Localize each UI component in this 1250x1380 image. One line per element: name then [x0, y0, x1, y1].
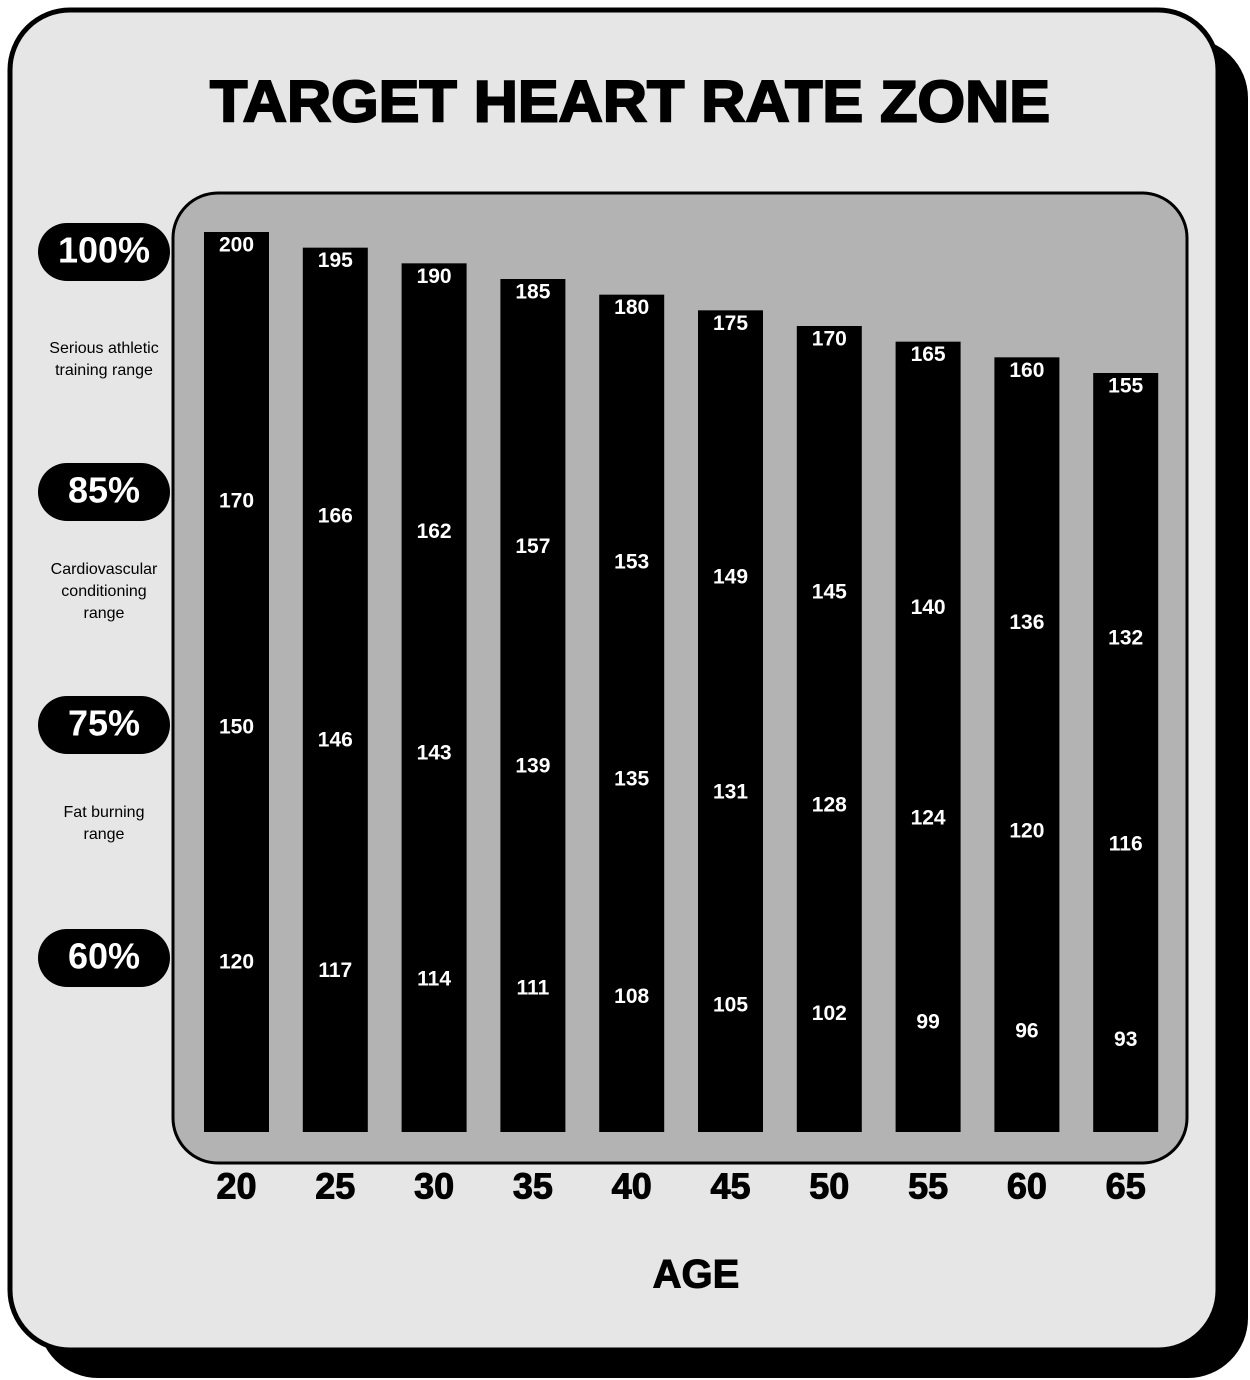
- level-label: 100%: [58, 230, 150, 271]
- value-label: 116: [1109, 833, 1143, 856]
- bar: [994, 357, 1060, 1132]
- value-label: 136: [1009, 611, 1044, 634]
- value-label: 157: [515, 535, 550, 558]
- bar: [599, 294, 665, 1133]
- zone-label: Serious athletic training range: [49, 340, 159, 379]
- level-pill: [38, 463, 170, 521]
- bar: [500, 279, 566, 1132]
- value-label: 93: [1114, 1028, 1137, 1051]
- value-label: 139: [515, 755, 550, 778]
- value-label: 99: [916, 1011, 939, 1034]
- value-label: 162: [417, 520, 452, 543]
- x-tick-label: 20: [216, 1166, 256, 1207]
- x-tick-label: 25: [315, 1166, 355, 1207]
- value-label: 170: [219, 490, 254, 513]
- value-label: 96: [1015, 1019, 1038, 1042]
- value-label: 165: [911, 343, 946, 366]
- x-axis-label: AGE: [653, 1253, 740, 1297]
- value-label: 180: [614, 296, 649, 319]
- x-tick-label: 60: [1007, 1166, 1047, 1207]
- value-label: 143: [417, 742, 452, 765]
- x-tick-label: 35: [513, 1166, 553, 1207]
- value-label: 105: [713, 994, 748, 1017]
- value-label: 102: [812, 1002, 847, 1025]
- bar: [796, 326, 862, 1132]
- value-label: 146: [318, 729, 353, 752]
- value-label: 108: [614, 985, 649, 1008]
- zone-label: Fat burning range: [63, 804, 145, 843]
- chart-title: TARGET HEART RATE ZONE: [210, 69, 1050, 134]
- level-pill: [38, 929, 170, 987]
- value-label: 155: [1108, 375, 1143, 398]
- value-label: 124: [911, 807, 946, 830]
- x-tick-label: 50: [809, 1166, 849, 1207]
- value-label: 160: [1009, 359, 1044, 382]
- bar: [204, 232, 269, 1132]
- value-label: 120: [1009, 820, 1044, 843]
- x-tick-label: 30: [414, 1166, 454, 1207]
- bar: [1093, 373, 1159, 1132]
- value-label: 111: [517, 976, 550, 999]
- bar: [401, 263, 467, 1132]
- value-label: 117: [318, 959, 352, 982]
- value-label: 120: [219, 951, 254, 974]
- value-label: 128: [812, 794, 847, 817]
- value-label: 135: [614, 768, 649, 791]
- level-pill: [38, 223, 170, 281]
- value-label: 153: [614, 550, 649, 573]
- value-label: 170: [812, 328, 847, 351]
- bar: [698, 310, 763, 1132]
- value-label: 150: [219, 716, 254, 739]
- bar: [895, 341, 961, 1133]
- zone-label: Cardiovascular conditioning range: [50, 561, 158, 622]
- value-label: 166: [318, 505, 353, 528]
- value-label: 145: [812, 581, 847, 604]
- value-label: 149: [713, 566, 748, 589]
- level-pill: [38, 696, 170, 754]
- value-label: 175: [713, 312, 748, 335]
- value-label: 195: [318, 249, 353, 272]
- level-label: 60%: [68, 936, 140, 977]
- value-label: 132: [1108, 626, 1143, 649]
- value-label: 190: [417, 265, 452, 288]
- value-label: 131: [713, 781, 748, 804]
- level-label: 85%: [68, 470, 140, 511]
- level-label: 75%: [68, 703, 140, 744]
- value-label: 114: [417, 968, 451, 991]
- x-tick-label: 65: [1106, 1166, 1146, 1207]
- value-label: 185: [515, 281, 550, 304]
- bar: [302, 247, 368, 1132]
- x-tick-label: 55: [908, 1166, 948, 1207]
- x-tick-label: 40: [612, 1166, 652, 1207]
- value-label: 200: [219, 234, 254, 257]
- value-label: 140: [911, 596, 946, 619]
- x-tick-label: 45: [710, 1166, 750, 1207]
